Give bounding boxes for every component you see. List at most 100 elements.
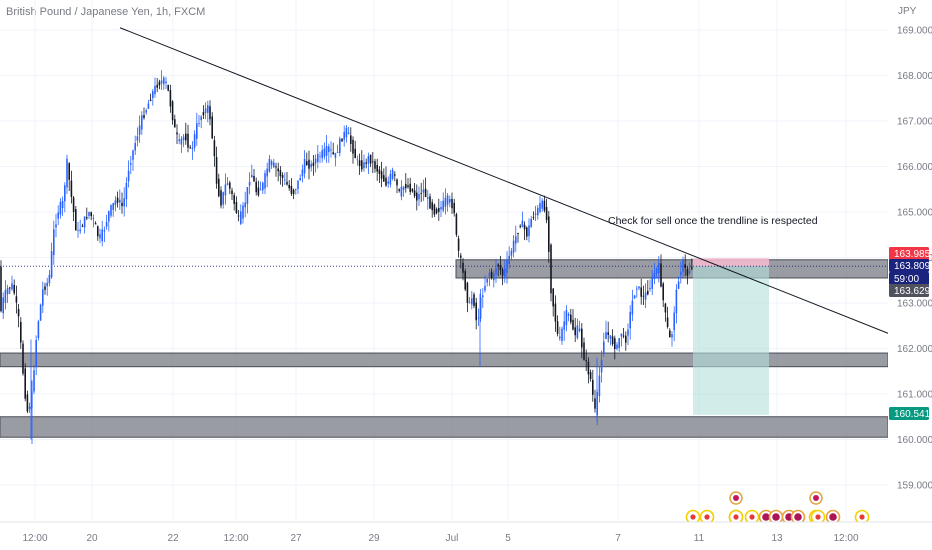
position-tool[interactable] [0,258,888,415]
event-markers[interactable] [685,491,870,525]
time-axis[interactable]: 12:00 20 22 12:00 27 29 Jul 5 7 11 13 12:00 [0,521,932,550]
candle-body [42,289,44,306]
candle-body [499,264,502,271]
candle-body [409,183,411,192]
candle-body [11,283,13,290]
trendline-annotation: Check for sell once the trendline is res… [608,215,818,227]
stop-price-tag [889,247,929,260]
time-tick-label: 11 [694,533,705,544]
candles [0,70,693,445]
candle-body [431,202,433,211]
candle-body [484,285,486,291]
candle-body [251,175,253,178]
candle-body [68,163,70,180]
candle-body [33,370,35,392]
candle-body [440,207,442,210]
price-tick-label: 159.000 [897,481,932,492]
candle-body [64,185,66,202]
candle-body [567,313,570,316]
candle-body [468,301,471,303]
candle-body [378,169,381,174]
candle-body [398,189,400,191]
candle-body [640,287,642,297]
candle-body [435,208,438,214]
candle-body [486,278,488,283]
candle-body [543,200,546,211]
candle-body [438,207,440,212]
candle-body [460,255,462,258]
candle-body [394,174,396,176]
candle-body [207,105,209,113]
candle-body [671,334,673,338]
candle-body [376,165,378,172]
candle-body [259,189,262,191]
candle-body [380,171,383,179]
candle-body [429,196,431,209]
candle-body [508,255,510,265]
event-marker-dot [690,514,696,520]
candle-body [92,218,95,219]
candle-body [28,406,31,409]
candle-body [330,149,332,151]
time-tick-label: 13 [771,533,783,544]
event-marker-dot [762,513,770,521]
candle-body [66,158,68,188]
candle-body [152,91,154,99]
candle-body [416,192,418,201]
candle-body [677,281,680,289]
event-marker-dot [815,514,821,520]
candle-body [0,266,2,312]
candle-body [420,193,422,194]
candle-body [303,159,306,174]
candle-body [442,200,444,211]
candle-body [592,379,594,395]
candle-body [332,152,334,154]
price-tick-label: 161.000 [897,390,932,401]
candle-body [143,115,145,118]
target-price-label: 160.541 [894,409,931,420]
candle-body [655,268,658,274]
candle-body [169,90,172,107]
candle-body [554,303,557,322]
candle-body [616,344,618,349]
candle-body [59,201,62,215]
candle-body [286,181,288,185]
candle-body [44,286,46,290]
candle-body [37,321,40,339]
candle-body [57,212,59,219]
candle-body [17,309,20,317]
price-tick-label: 160.000 [897,435,932,446]
candle-body [358,160,361,167]
time-tick-label: 27 [290,533,302,544]
candle-body [642,295,645,297]
candle-body [649,287,651,290]
candle-body [490,271,493,278]
candle-body [112,203,114,210]
candle-body [418,194,420,200]
support-zone-lower [0,416,889,438]
candle-body [587,361,590,375]
candle-body [290,185,293,194]
trendline-layer[interactable] [119,27,932,352]
candle-body [257,187,260,196]
candle-body [361,160,363,170]
stop-price-label: 163.985 [894,249,931,260]
event-marker-dot [829,513,837,521]
chart-title: British Pound / Japanese Yen, 1h, FXCM [6,6,206,18]
candle-body [658,262,660,274]
candle-body [673,312,675,331]
time-tick-label: Jul [446,533,459,544]
candle-body [354,148,356,159]
candle-body [603,341,605,355]
candle-body [653,273,656,279]
candle-body [462,262,464,273]
candle-body [407,185,409,188]
candle-body [515,236,517,244]
time-tick-label: 12:00 [223,533,248,544]
candle-body [660,263,662,287]
candle-body [9,287,11,289]
candle-body [121,202,123,207]
candle-body [72,197,75,212]
candle-body [50,251,53,278]
